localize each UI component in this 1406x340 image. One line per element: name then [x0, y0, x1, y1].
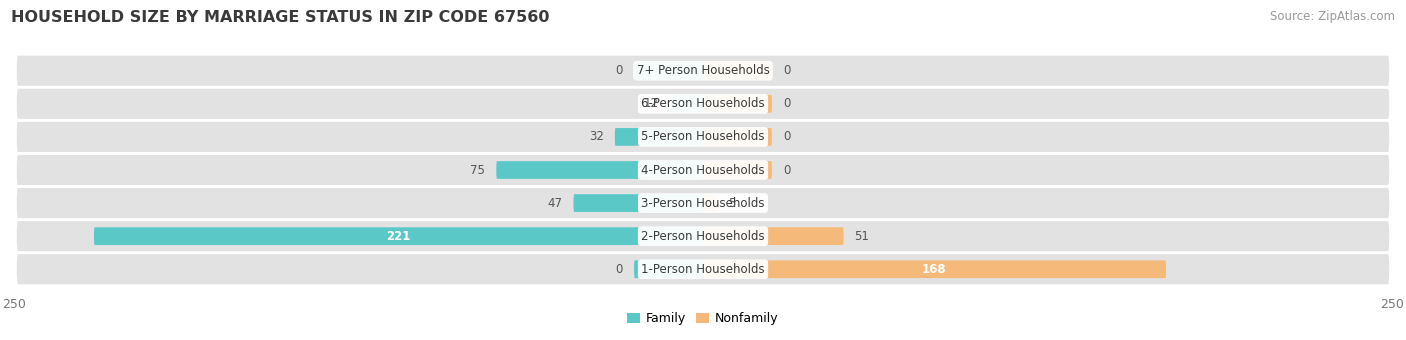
FancyBboxPatch shape — [574, 194, 703, 212]
FancyBboxPatch shape — [669, 95, 703, 113]
FancyBboxPatch shape — [17, 188, 1389, 218]
FancyBboxPatch shape — [17, 221, 1389, 251]
FancyBboxPatch shape — [703, 194, 717, 212]
FancyBboxPatch shape — [703, 260, 1166, 278]
FancyBboxPatch shape — [703, 227, 844, 245]
FancyBboxPatch shape — [17, 89, 1389, 119]
Legend: Family, Nonfamily: Family, Nonfamily — [623, 307, 783, 330]
FancyBboxPatch shape — [614, 128, 703, 146]
Text: 0: 0 — [783, 164, 790, 176]
FancyBboxPatch shape — [496, 161, 703, 179]
Text: 0: 0 — [783, 131, 790, 143]
Text: 1-Person Households: 1-Person Households — [641, 263, 765, 276]
Text: 7+ Person Households: 7+ Person Households — [637, 64, 769, 77]
Text: 4-Person Households: 4-Person Households — [641, 164, 765, 176]
FancyBboxPatch shape — [703, 62, 772, 80]
Text: HOUSEHOLD SIZE BY MARRIAGE STATUS IN ZIP CODE 67560: HOUSEHOLD SIZE BY MARRIAGE STATUS IN ZIP… — [11, 10, 550, 25]
Text: 51: 51 — [855, 230, 869, 243]
Text: 168: 168 — [922, 263, 946, 276]
Text: 2-Person Households: 2-Person Households — [641, 230, 765, 243]
FancyBboxPatch shape — [17, 155, 1389, 185]
Text: 0: 0 — [616, 263, 623, 276]
Text: 5: 5 — [728, 197, 735, 209]
Text: 32: 32 — [589, 131, 603, 143]
Text: 0: 0 — [783, 64, 790, 77]
Text: 3-Person Households: 3-Person Households — [641, 197, 765, 209]
Text: 12: 12 — [644, 97, 659, 110]
FancyBboxPatch shape — [634, 62, 703, 80]
FancyBboxPatch shape — [17, 254, 1389, 284]
Text: 47: 47 — [547, 197, 562, 209]
FancyBboxPatch shape — [703, 128, 772, 146]
FancyBboxPatch shape — [17, 122, 1389, 152]
FancyBboxPatch shape — [703, 161, 772, 179]
Text: 0: 0 — [783, 97, 790, 110]
Text: 221: 221 — [387, 230, 411, 243]
Text: 75: 75 — [471, 164, 485, 176]
Text: 5-Person Households: 5-Person Households — [641, 131, 765, 143]
FancyBboxPatch shape — [17, 56, 1389, 86]
FancyBboxPatch shape — [634, 260, 703, 278]
FancyBboxPatch shape — [94, 227, 703, 245]
Text: Source: ZipAtlas.com: Source: ZipAtlas.com — [1270, 10, 1395, 23]
Text: 0: 0 — [616, 64, 623, 77]
FancyBboxPatch shape — [703, 95, 772, 113]
Text: 6-Person Households: 6-Person Households — [641, 97, 765, 110]
